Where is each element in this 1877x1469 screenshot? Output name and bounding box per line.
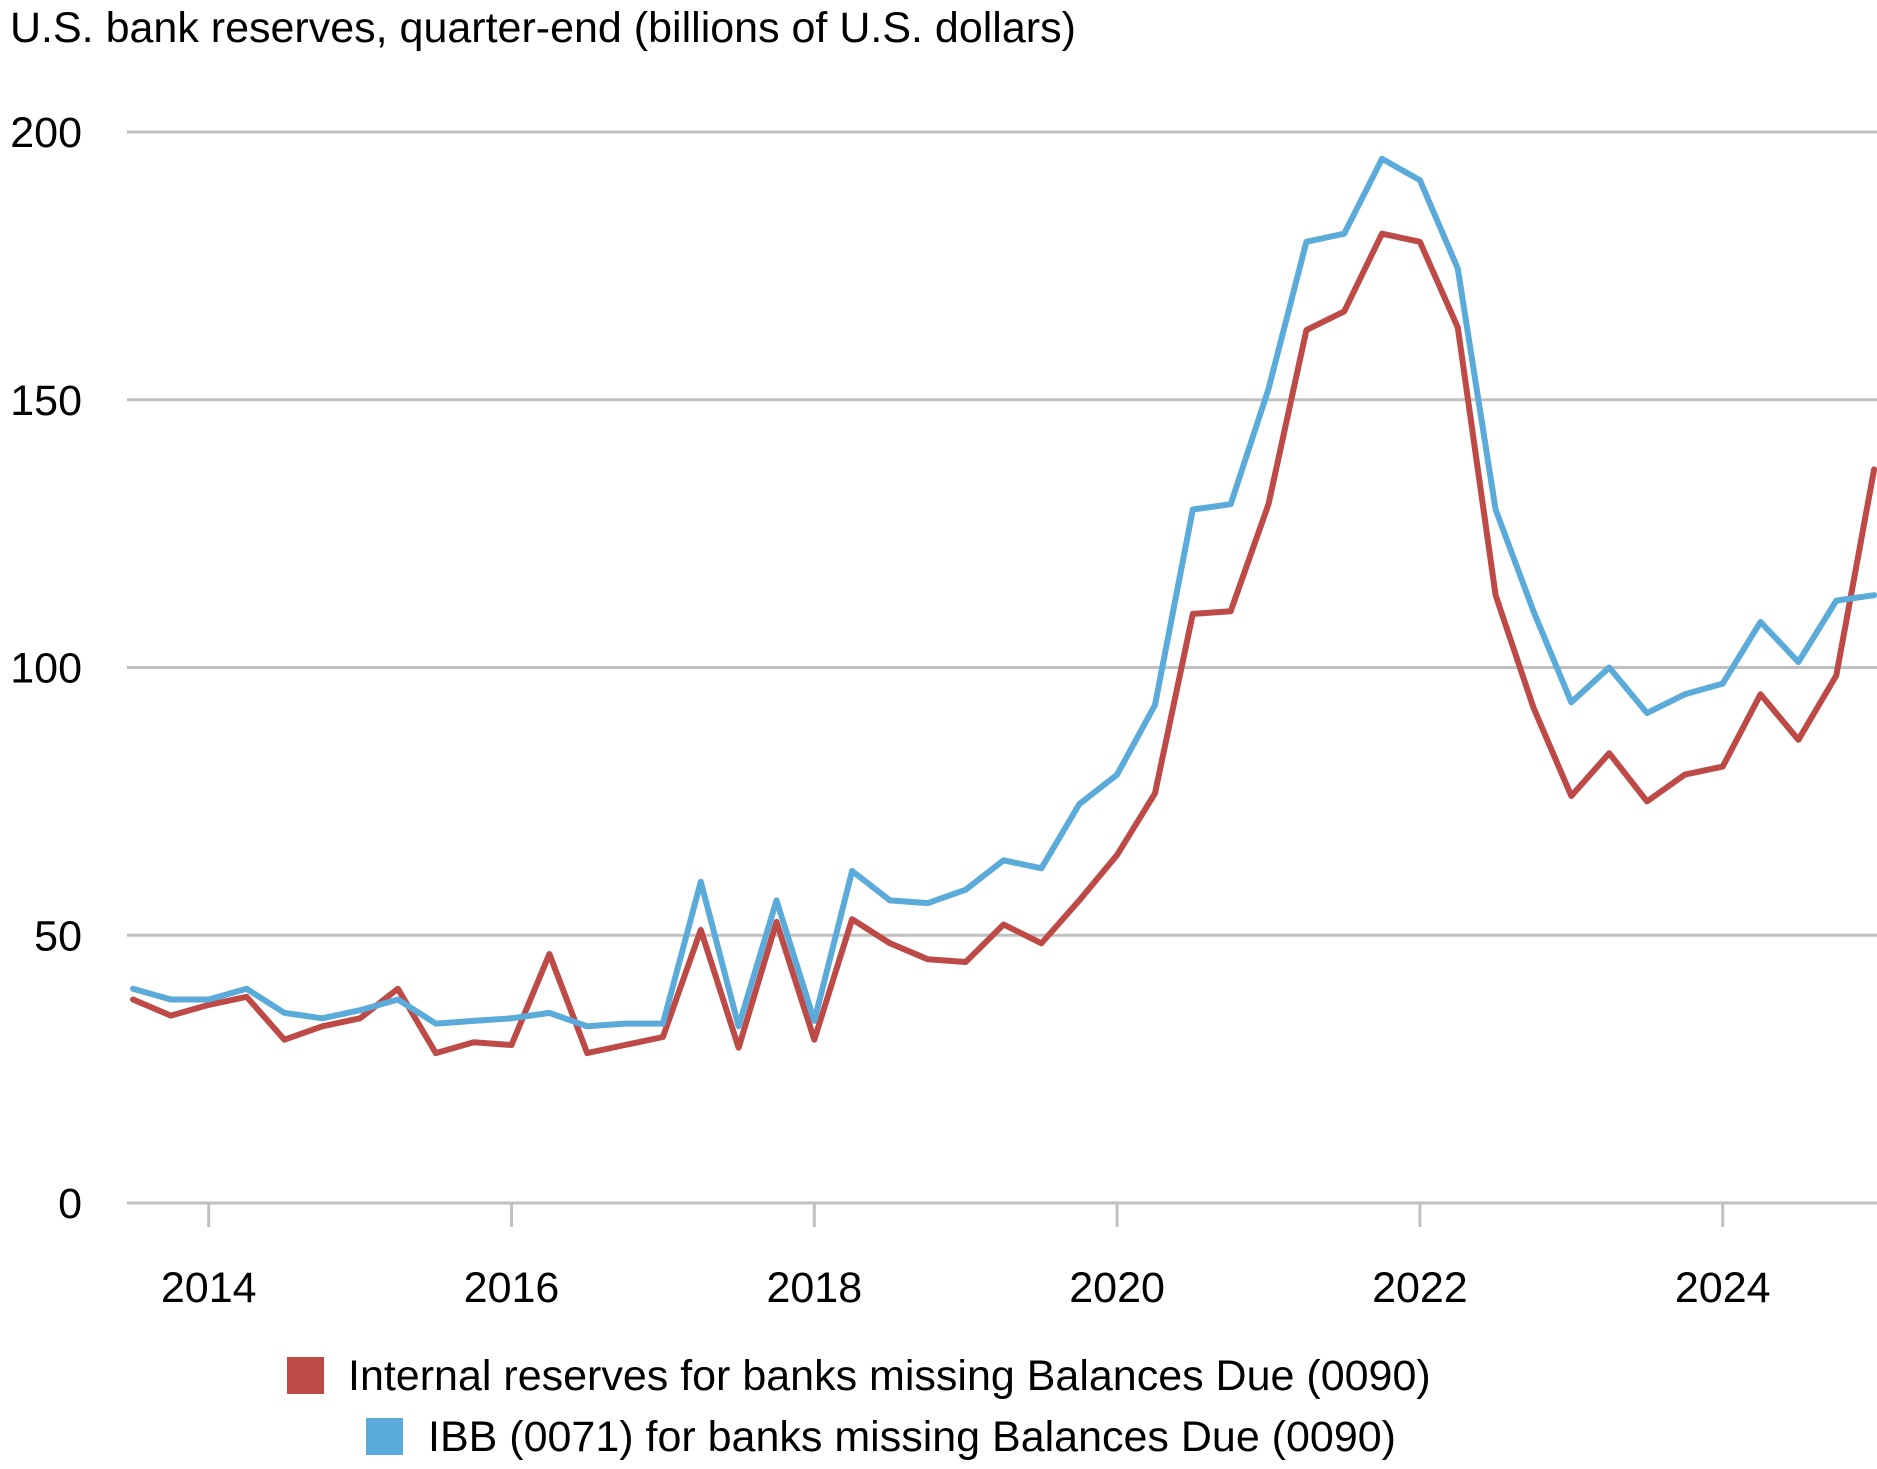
- legend-swatch-internal-reserves: [287, 1357, 324, 1394]
- legend-swatch-ibb: [366, 1418, 403, 1455]
- gridlines: [127, 130, 1877, 1205]
- chart-title: U.S. bank reserves, quarter-end (billion…: [10, 4, 1076, 52]
- legend: Internal reserves for banks missing Bala…: [287, 1352, 1431, 1461]
- series-line-ibb: [130, 155, 1877, 1030]
- x-tick-label: 2014: [161, 1264, 257, 1312]
- y-tick-label: 150: [10, 377, 82, 425]
- x-axis: 2014 2016 2018 2020 2022 2024: [161, 1203, 1771, 1312]
- y-tick-label: 100: [10, 645, 82, 693]
- x-tick-label: 2018: [766, 1264, 862, 1312]
- series-lines: [130, 155, 1877, 1057]
- x-tick-label: 2024: [1675, 1264, 1771, 1312]
- y-tick-label: 0: [58, 1180, 82, 1228]
- y-tick-label: 50: [34, 912, 82, 960]
- series-line-internal-reserves: [130, 230, 1877, 1057]
- x-tick-label: 2020: [1069, 1264, 1165, 1312]
- x-tick-label: 2022: [1372, 1264, 1468, 1312]
- y-axis-tick-labels: 0 50 100 150 200: [10, 109, 82, 1228]
- y-tick-label: 200: [10, 109, 82, 157]
- legend-label-internal-reserves: Internal reserves for banks missing Bala…: [348, 1352, 1431, 1400]
- x-tick-label: 2016: [464, 1264, 560, 1312]
- legend-label-ibb: IBB (0071) for banks missing Balances Du…: [428, 1413, 1396, 1461]
